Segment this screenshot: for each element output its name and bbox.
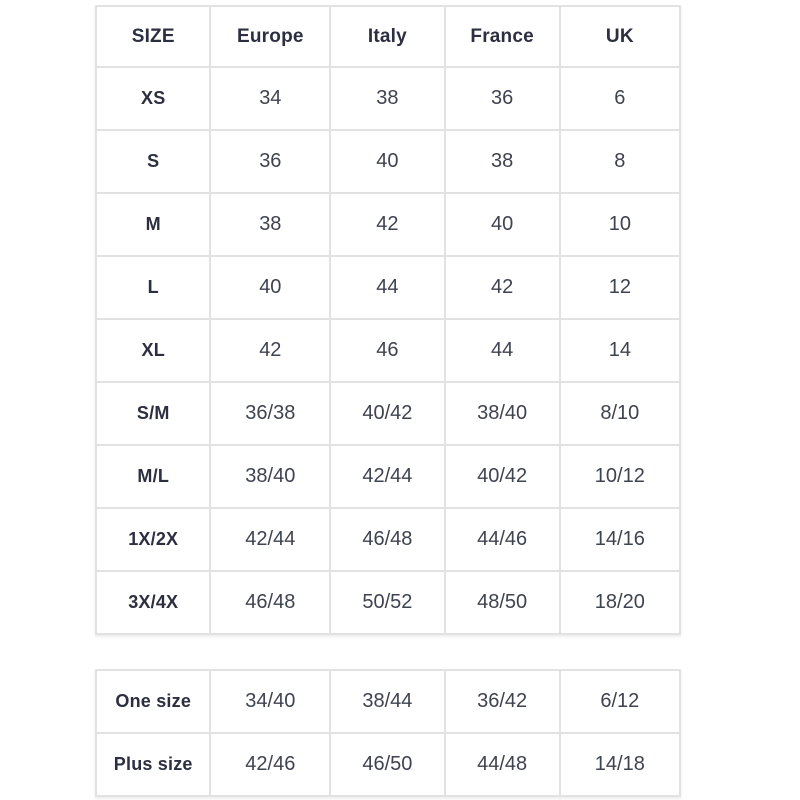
size-label-cell: Plus size xyxy=(94,732,212,797)
value-cell: 40 xyxy=(209,255,332,320)
value-cell: 50/52 xyxy=(329,570,446,635)
table-row: XL 42 46 44 14 xyxy=(94,318,682,383)
value-cell: 38/44 xyxy=(329,669,446,734)
value-cell: 36/42 xyxy=(443,669,561,734)
value-cell: 38/40 xyxy=(209,444,332,509)
value-cell: 46/48 xyxy=(329,507,446,572)
value-cell: 44 xyxy=(329,255,446,320)
value-cell: 42/44 xyxy=(329,444,446,509)
value-cell: 44/48 xyxy=(443,732,561,797)
size-label-cell: One size xyxy=(94,669,212,734)
size-label-cell: XS xyxy=(94,66,212,131)
size-chart-header: SIZE Europe Italy France UK xyxy=(94,5,682,68)
size-chart-table: SIZE Europe Italy France UK XS 34 38 36 6 S 36 40 38… xyxy=(94,5,682,635)
table-row: S 36 40 38 8 xyxy=(94,129,682,194)
value-cell: 6 xyxy=(558,66,682,131)
value-cell: 10 xyxy=(558,192,682,257)
special-sizes-body: One size 34/40 38/44 36/42 6/12 Plus size 42/4… xyxy=(94,669,682,797)
value-cell: 14/18 xyxy=(558,732,682,797)
table-row: L 40 44 42 12 xyxy=(94,255,682,320)
value-cell: 40 xyxy=(329,129,446,194)
value-cell: 40 xyxy=(443,192,561,257)
value-cell: 44 xyxy=(443,318,561,383)
table-row: Plus size 42/46 46/50 44/48 14/18 xyxy=(94,732,682,797)
value-cell: 38/40 xyxy=(443,381,561,446)
value-cell: 36 xyxy=(443,66,561,131)
value-cell: 38 xyxy=(209,192,332,257)
value-cell: 42 xyxy=(443,255,561,320)
size-conversion-tables: SIZE Europe Italy France UK XS 34 38 36 6 S 36 40 38… xyxy=(94,5,682,797)
value-cell: 46/50 xyxy=(329,732,446,797)
size-label-cell: L xyxy=(94,255,212,320)
value-cell: 34/40 xyxy=(209,669,332,734)
table-row: XS 34 38 36 6 xyxy=(94,66,682,131)
value-cell: 42/44 xyxy=(209,507,332,572)
value-cell: 46/48 xyxy=(209,570,332,635)
value-cell: 36/38 xyxy=(209,381,332,446)
value-cell: 42/46 xyxy=(209,732,332,797)
value-cell: 48/50 xyxy=(443,570,561,635)
value-cell: 12 xyxy=(558,255,682,320)
value-cell: 42 xyxy=(209,318,332,383)
size-chart-body: XS 34 38 36 6 S 36 40 38 8 M 38 42 40 10 L 40 44 42 12 XL 42 4… xyxy=(94,66,682,635)
table-row: 3X/4X 46/48 50/52 48/50 18/20 xyxy=(94,570,682,635)
value-cell: 44/46 xyxy=(443,507,561,572)
value-cell: 46 xyxy=(329,318,446,383)
value-cell: 6/12 xyxy=(558,669,682,734)
table-row: S/M 36/38 40/42 38/40 8/10 xyxy=(94,381,682,446)
value-cell: 10/12 xyxy=(558,444,682,509)
size-label-cell: 1X/2X xyxy=(94,507,212,572)
value-cell: 42 xyxy=(329,192,446,257)
header-cell: Italy xyxy=(329,5,446,68)
value-cell: 8/10 xyxy=(558,381,682,446)
size-label-cell: S xyxy=(94,129,212,194)
header-cell: France xyxy=(443,5,561,68)
size-label-cell: S/M xyxy=(94,381,212,446)
value-cell: 38 xyxy=(329,66,446,131)
value-cell: 18/20 xyxy=(558,570,682,635)
header-cell: SIZE xyxy=(94,5,212,68)
table-row: 1X/2X 42/44 46/48 44/46 14/16 xyxy=(94,507,682,572)
table-row: M/L 38/40 42/44 40/42 10/12 xyxy=(94,444,682,509)
table-row: M 38 42 40 10 xyxy=(94,192,682,257)
header-cell: UK xyxy=(558,5,682,68)
value-cell: 40/42 xyxy=(443,444,561,509)
value-cell: 8 xyxy=(558,129,682,194)
size-label-cell: M xyxy=(94,192,212,257)
value-cell: 40/42 xyxy=(329,381,446,446)
value-cell: 14/16 xyxy=(558,507,682,572)
size-label-cell: 3X/4X xyxy=(94,570,212,635)
header-cell: Europe xyxy=(209,5,332,68)
size-label-cell: XL xyxy=(94,318,212,383)
value-cell: 38 xyxy=(443,129,561,194)
table-row: One size 34/40 38/44 36/42 6/12 xyxy=(94,669,682,734)
special-sizes-table: One size 34/40 38/44 36/42 6/12 Plus size 42/4… xyxy=(94,669,682,797)
header-row: SIZE Europe Italy France UK xyxy=(94,5,682,68)
value-cell: 36 xyxy=(209,129,332,194)
size-label-cell: M/L xyxy=(94,444,212,509)
value-cell: 34 xyxy=(209,66,332,131)
value-cell: 14 xyxy=(558,318,682,383)
